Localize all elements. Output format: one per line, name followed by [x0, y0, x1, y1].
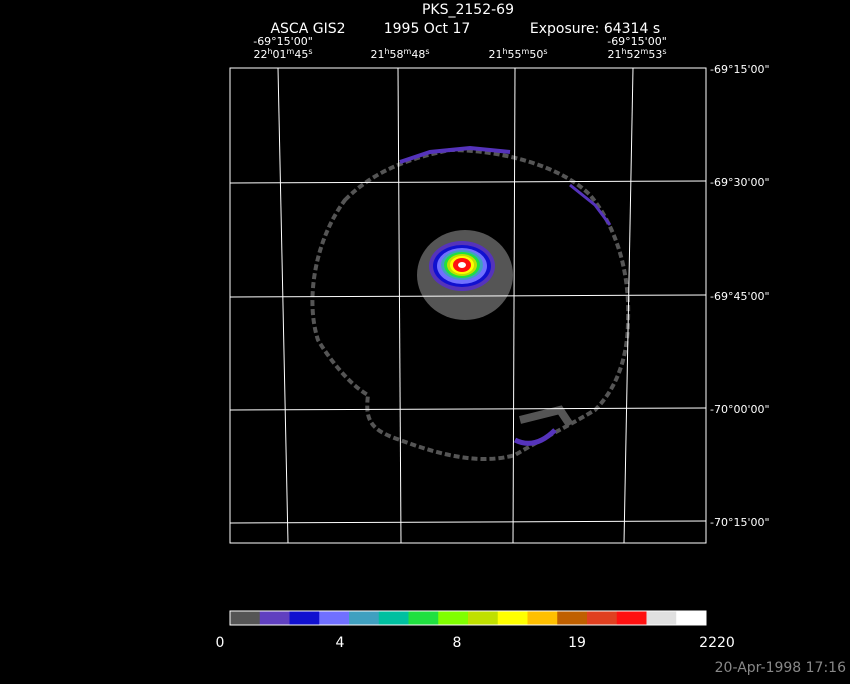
ra-unit: m — [404, 47, 412, 56]
ra-unit: m — [641, 47, 649, 56]
ring-patch — [519, 405, 574, 428]
grid-line — [397, 67, 402, 544]
ra-unit: h — [621, 47, 626, 56]
ra-label: 21h55m50s — [488, 47, 547, 62]
ra-unit: s — [543, 47, 547, 56]
ra-unit: m — [522, 47, 530, 56]
ra-value: 21 — [607, 48, 621, 61]
colorbar-label: 4 — [336, 635, 345, 651]
grid-line — [229, 407, 707, 411]
colorbar-swatch — [230, 611, 261, 625]
dec-label: -70°00'00" — [710, 403, 770, 416]
ra-label: 21h58m48s — [370, 47, 429, 62]
grid-line — [229, 180, 707, 184]
colorbar-label: 8 — [453, 635, 462, 651]
ra-unit: h — [267, 47, 272, 56]
colorbar-label: 2220 — [699, 635, 735, 651]
instrument: ASCA GIS2 — [270, 21, 345, 37]
colorbar-swatch — [289, 611, 320, 625]
ring-patch — [399, 145, 511, 164]
ra-unit: m — [287, 47, 295, 56]
dec-label: -70°15'00" — [710, 516, 770, 529]
colorbar-swatch — [408, 611, 439, 625]
ra-unit: h — [502, 47, 507, 56]
ra-value: 45 — [294, 48, 308, 61]
ring-patch — [569, 183, 612, 226]
dec-label: -69°45'00" — [710, 290, 770, 303]
xray-image — [310, 145, 631, 462]
colorbar-swatch — [378, 611, 409, 625]
ra-unit: s — [662, 47, 666, 56]
colorbar-swatch — [646, 611, 677, 625]
colorbar-label: 19 — [568, 635, 586, 651]
colorbar-swatch — [676, 611, 707, 625]
ra-value: 50 — [529, 48, 543, 61]
dec-label: -69°30'00" — [710, 176, 770, 189]
colorbar-frame — [229, 610, 707, 626]
colorbar — [230, 611, 707, 625]
ra-unit: s — [308, 47, 312, 56]
ra-value: 21 — [488, 48, 502, 61]
ra-label: 21h52m53s — [607, 47, 666, 62]
grid-line — [229, 520, 707, 524]
ra-value: 52 — [627, 48, 641, 61]
grid-line — [229, 294, 707, 298]
ra-value: 01 — [273, 48, 287, 61]
ra-value: 21 — [370, 48, 384, 61]
colorbar-swatch — [587, 611, 618, 625]
grid-line — [623, 67, 634, 544]
ra-value: 58 — [390, 48, 404, 61]
timestamp: 20-Apr-1998 17:16 — [715, 660, 846, 676]
coordinate-grid — [229, 67, 707, 544]
dec-label: -69°15'00" — [710, 63, 770, 76]
source-peak — [458, 262, 466, 268]
ra-labels: 22h01m45s 21h58m48s 21h55m50s 21h52m53s — [253, 47, 666, 62]
title: PKS_2152-69 — [422, 2, 514, 18]
ring-patch — [513, 428, 557, 446]
grid-line — [512, 67, 516, 544]
colorbar-swatch — [349, 611, 380, 625]
colorbar-swatch — [319, 611, 350, 625]
ra-unit: h — [384, 47, 389, 56]
grid-line — [277, 67, 289, 544]
colorbar-swatch — [438, 611, 469, 625]
ra-unit: s — [425, 47, 429, 56]
ra-label: 22h01m45s — [253, 47, 312, 62]
colorbar-swatch — [527, 611, 558, 625]
top-dec-label: -69°15'00" — [607, 35, 667, 48]
colorbar-swatch — [259, 611, 290, 625]
top-dec-label: -69°15'00" — [253, 35, 313, 48]
date: 1995 Oct 17 — [384, 21, 471, 37]
ra-value: 22 — [253, 48, 267, 61]
colorbar-swatch — [616, 611, 647, 625]
colorbar-swatch — [497, 611, 528, 625]
ra-value: 48 — [411, 48, 425, 61]
ra-value: 55 — [508, 48, 522, 61]
exposure: Exposure: 64314 s — [530, 21, 660, 37]
colorbar-swatch — [468, 611, 499, 625]
ra-value: 53 — [648, 48, 662, 61]
colorbar-swatch — [557, 611, 588, 625]
colorbar-label: 0 — [216, 635, 225, 651]
ring — [310, 147, 631, 462]
